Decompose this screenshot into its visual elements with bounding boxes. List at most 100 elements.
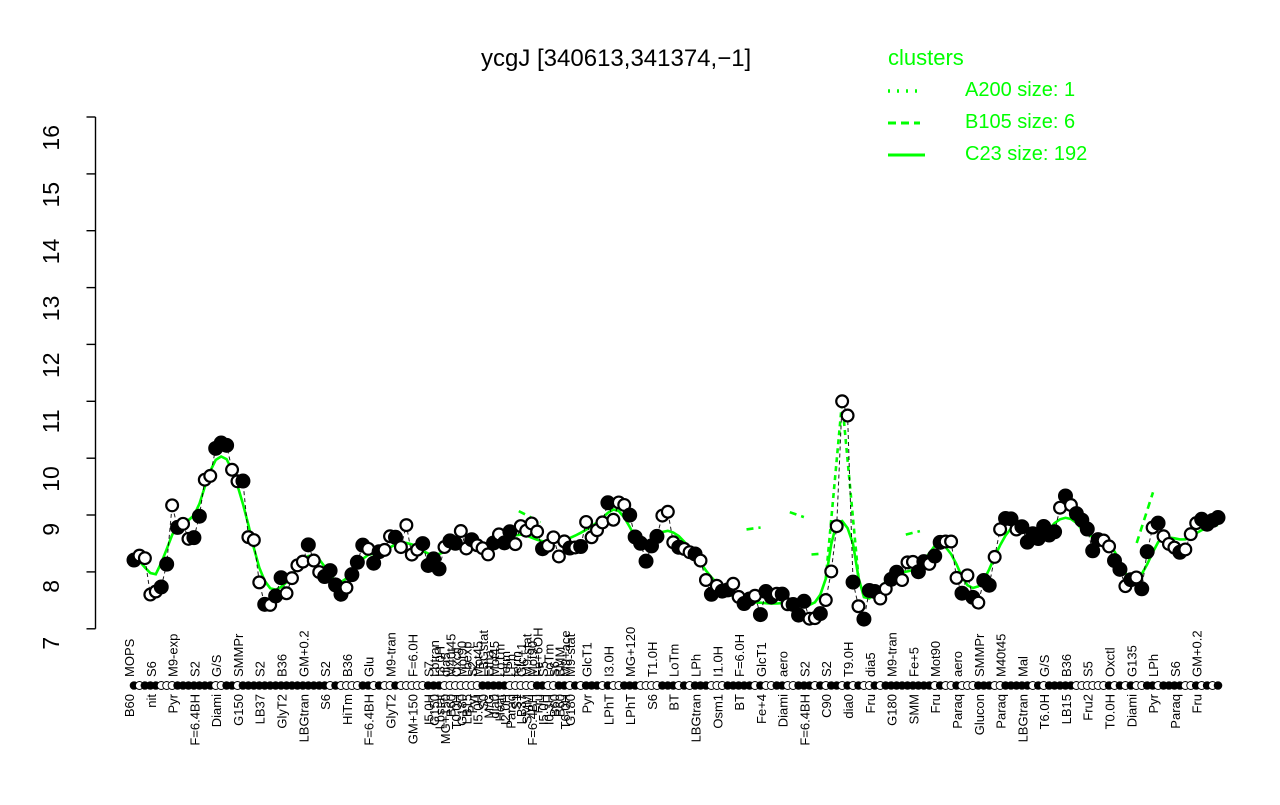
svg-text:LPhT: LPhT: [601, 694, 616, 725]
svg-text:S2: S2: [819, 661, 834, 677]
svg-text:dia0: dia0: [841, 694, 856, 719]
svg-text:S6: S6: [144, 661, 159, 677]
svg-text:Glucon: Glucon: [972, 694, 987, 735]
svg-text:8: 8: [38, 580, 64, 593]
svg-text:GM+0.2: GM+0.2: [1190, 630, 1205, 677]
svg-text:Paraq: Paraq: [950, 694, 965, 729]
svg-text:10: 10: [38, 466, 64, 492]
svg-text:S2: S2: [318, 661, 333, 677]
svg-text:S6: S6: [645, 694, 660, 710]
svg-text:Fe+5: Fe+5: [906, 647, 921, 677]
svg-text:S6: S6: [1168, 661, 1183, 677]
svg-text:MOPS: MOPS: [122, 638, 137, 677]
svg-text:F=6.0H: F=6.0H: [405, 634, 420, 677]
svg-text:Fru: Fru: [928, 694, 943, 714]
svg-text:LBGtran: LBGtran: [689, 694, 704, 742]
svg-text:11: 11: [38, 409, 64, 433]
svg-text:G/S: G/S: [209, 654, 224, 677]
svg-text:9: 9: [38, 523, 64, 536]
svg-text:G/S: G/S: [1037, 654, 1052, 677]
svg-text:GlyT2: GlyT2: [275, 694, 290, 729]
svg-text:SMMPr: SMMPr: [231, 633, 246, 677]
svg-text:A200 size: 1: A200 size: 1: [965, 79, 1075, 101]
svg-text:Glu: Glu: [362, 657, 377, 677]
svg-text:Diami: Diami: [1124, 694, 1139, 727]
svg-text:LoTm: LoTm: [667, 644, 682, 677]
svg-text:Fru2: Fru2: [1081, 694, 1096, 721]
svg-text:Paraq: Paraq: [994, 694, 1009, 729]
svg-text:B36: B36: [340, 654, 355, 677]
svg-text:Pyr: Pyr: [166, 693, 181, 713]
svg-text:LB37: LB37: [253, 694, 268, 724]
svg-text:T6.0H: T6.0H: [1037, 694, 1052, 729]
svg-text:Pyr: Pyr: [580, 693, 595, 713]
svg-text:Diami: Diami: [776, 694, 791, 727]
svg-text:B60: B60: [122, 694, 137, 717]
svg-text:Fru: Fru: [1190, 694, 1205, 714]
svg-text:I1.0H: I1.0H: [710, 646, 725, 677]
svg-text:nit: nit: [144, 694, 159, 708]
svg-text:C90: C90: [819, 694, 834, 718]
svg-text:Paraq: Paraq: [1168, 694, 1183, 729]
svg-text:Pyr: Pyr: [1146, 693, 1161, 713]
svg-text:S5: S5: [1081, 661, 1096, 677]
svg-text:13: 13: [38, 296, 64, 322]
svg-text:G135: G135: [1124, 645, 1139, 677]
svg-text:ycgJ [340613,341374,−1]: ycgJ [340613,341374,−1]: [481, 45, 751, 72]
svg-text:F=6.4BH: F=6.4BH: [187, 694, 202, 746]
svg-text:G180: G180: [885, 694, 900, 726]
svg-text:7: 7: [38, 637, 64, 650]
svg-text:MG+120: MG+120: [623, 627, 638, 677]
svg-text:Diami: Diami: [209, 694, 224, 727]
svg-text:F=6.4BH: F=6.4BH: [362, 694, 377, 746]
svg-text:GM+150: GM+150: [405, 694, 420, 744]
svg-text:LB15: LB15: [1059, 694, 1074, 724]
svg-text:SMM: SMM: [906, 694, 921, 724]
svg-text:T9.0H: T9.0H: [841, 642, 856, 677]
svg-text:SMMPr: SMMPr: [972, 633, 987, 677]
svg-text:Oxctl: Oxctl: [1103, 647, 1118, 677]
svg-text:T0.0H: T0.0H: [1103, 694, 1118, 729]
svg-text:BT: BT: [732, 694, 747, 711]
svg-text:C23 size: 192: C23 size: 192: [965, 143, 1087, 165]
svg-text:clusters: clusters: [888, 45, 964, 70]
svg-text:S2: S2: [253, 661, 268, 677]
svg-text:aero: aero: [776, 651, 791, 677]
svg-text:GlyT2: GlyT2: [384, 694, 399, 729]
svg-text:S2: S2: [798, 661, 813, 677]
svg-text:M9-stat: M9-stat: [563, 633, 578, 677]
svg-text:LPh: LPh: [1146, 654, 1161, 677]
svg-text:BT: BT: [667, 694, 682, 711]
svg-text:dia5: dia5: [863, 652, 878, 677]
svg-text:LBGtran: LBGtran: [296, 694, 311, 742]
svg-text:Fru: Fru: [863, 694, 878, 714]
svg-text:12: 12: [38, 352, 64, 378]
svg-text:HiTm: HiTm: [340, 694, 355, 725]
svg-text:Fe+4: Fe+4: [754, 694, 769, 724]
svg-text:T1.0H: T1.0H: [645, 642, 660, 677]
svg-text:B36: B36: [1059, 654, 1074, 677]
svg-text:G180: G180: [563, 694, 578, 726]
svg-text:G150: G150: [231, 694, 246, 726]
svg-text:16: 16: [38, 125, 64, 151]
svg-text:F=6.0H: F=6.0H: [732, 634, 747, 677]
svg-text:LPh: LPh: [689, 654, 704, 677]
svg-text:M9-exp: M9-exp: [166, 634, 181, 677]
svg-text:Osm1: Osm1: [710, 694, 725, 729]
svg-text:S6: S6: [318, 694, 333, 710]
svg-text:M9-tran: M9-tran: [885, 632, 900, 677]
svg-text:F=6.4BH: F=6.4BH: [798, 694, 813, 746]
svg-text:15: 15: [38, 182, 64, 208]
svg-text:aero: aero: [950, 651, 965, 677]
svg-text:LBGtran: LBGtran: [1015, 694, 1030, 742]
svg-text:Mot90: Mot90: [928, 641, 943, 677]
svg-text:M40t45: M40t45: [994, 634, 1009, 677]
svg-text:GlcT1: GlcT1: [580, 642, 595, 677]
svg-text:M9-tran: M9-tran: [384, 632, 399, 677]
svg-text:GM+0.2: GM+0.2: [296, 630, 311, 677]
svg-text:GlcT1: GlcT1: [754, 642, 769, 677]
svg-text:LPhT: LPhT: [623, 694, 638, 725]
svg-text:B36: B36: [275, 654, 290, 677]
svg-text:14: 14: [38, 239, 64, 265]
svg-text:S2: S2: [187, 661, 202, 677]
